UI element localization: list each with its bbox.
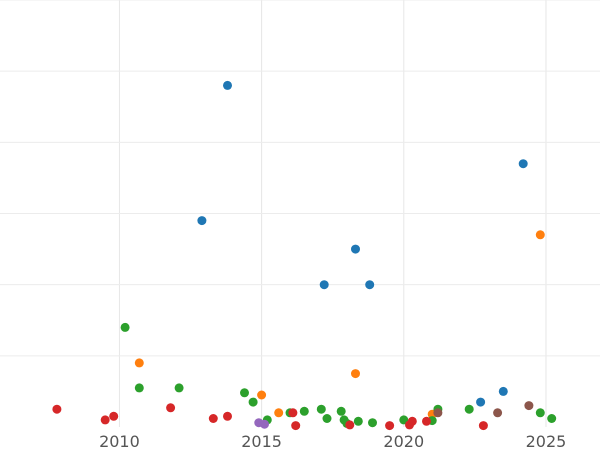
scatter-point	[336, 406, 346, 416]
scatter-point	[120, 322, 130, 332]
points-layer	[52, 80, 557, 431]
scatter-point	[223, 411, 232, 421]
scatter-point	[100, 415, 110, 425]
scatter-point	[223, 80, 232, 90]
x-tick-label: 2015	[241, 432, 282, 450]
scatter-point	[319, 280, 329, 290]
scatter-point	[535, 230, 545, 240]
scatter-point	[291, 421, 301, 431]
scatter-point	[476, 397, 486, 407]
scatter-point	[422, 416, 431, 426]
scatter-point	[407, 416, 417, 426]
scatter-point	[351, 244, 360, 254]
scatter-point	[134, 383, 144, 393]
scatter-point	[524, 401, 534, 411]
scatter-point	[547, 414, 557, 423]
x-tick-label: 2010	[99, 432, 140, 450]
scatter-point	[52, 404, 62, 414]
scatter-point	[368, 418, 377, 428]
scatter-point	[166, 403, 176, 413]
scatter-point	[385, 421, 395, 431]
scatter-point	[433, 408, 443, 418]
scatter-point	[248, 397, 258, 407]
x-tick-label: 2020	[383, 432, 424, 450]
scatter-point	[109, 411, 119, 421]
scatter-point	[316, 404, 326, 414]
scatter-point	[345, 420, 355, 430]
scatter-point	[464, 404, 474, 414]
scatter-point	[322, 414, 332, 423]
scatter-point	[493, 408, 503, 418]
scatter-point	[197, 216, 207, 226]
scatter-point	[365, 280, 375, 290]
scatter-point	[257, 390, 267, 400]
scatter-point	[535, 408, 545, 418]
scatter-point	[518, 159, 528, 169]
scatter-point	[208, 414, 218, 423]
scatter-point	[299, 406, 309, 416]
scatter-point	[260, 419, 269, 429]
grid-layer	[0, 0, 600, 427]
tick-label-layer: 2010 2015 2020 2025	[99, 432, 566, 450]
scatter-point	[274, 408, 284, 418]
scatter-point	[478, 421, 488, 431]
scatter-point	[134, 358, 144, 368]
scatter-point	[351, 369, 360, 379]
x-tick-label: 2025	[526, 432, 567, 450]
scatter-point	[288, 408, 298, 418]
scatter-point	[498, 386, 508, 396]
scatter-point	[174, 383, 184, 393]
scatter-point	[353, 416, 363, 426]
scatter-point	[240, 388, 249, 398]
